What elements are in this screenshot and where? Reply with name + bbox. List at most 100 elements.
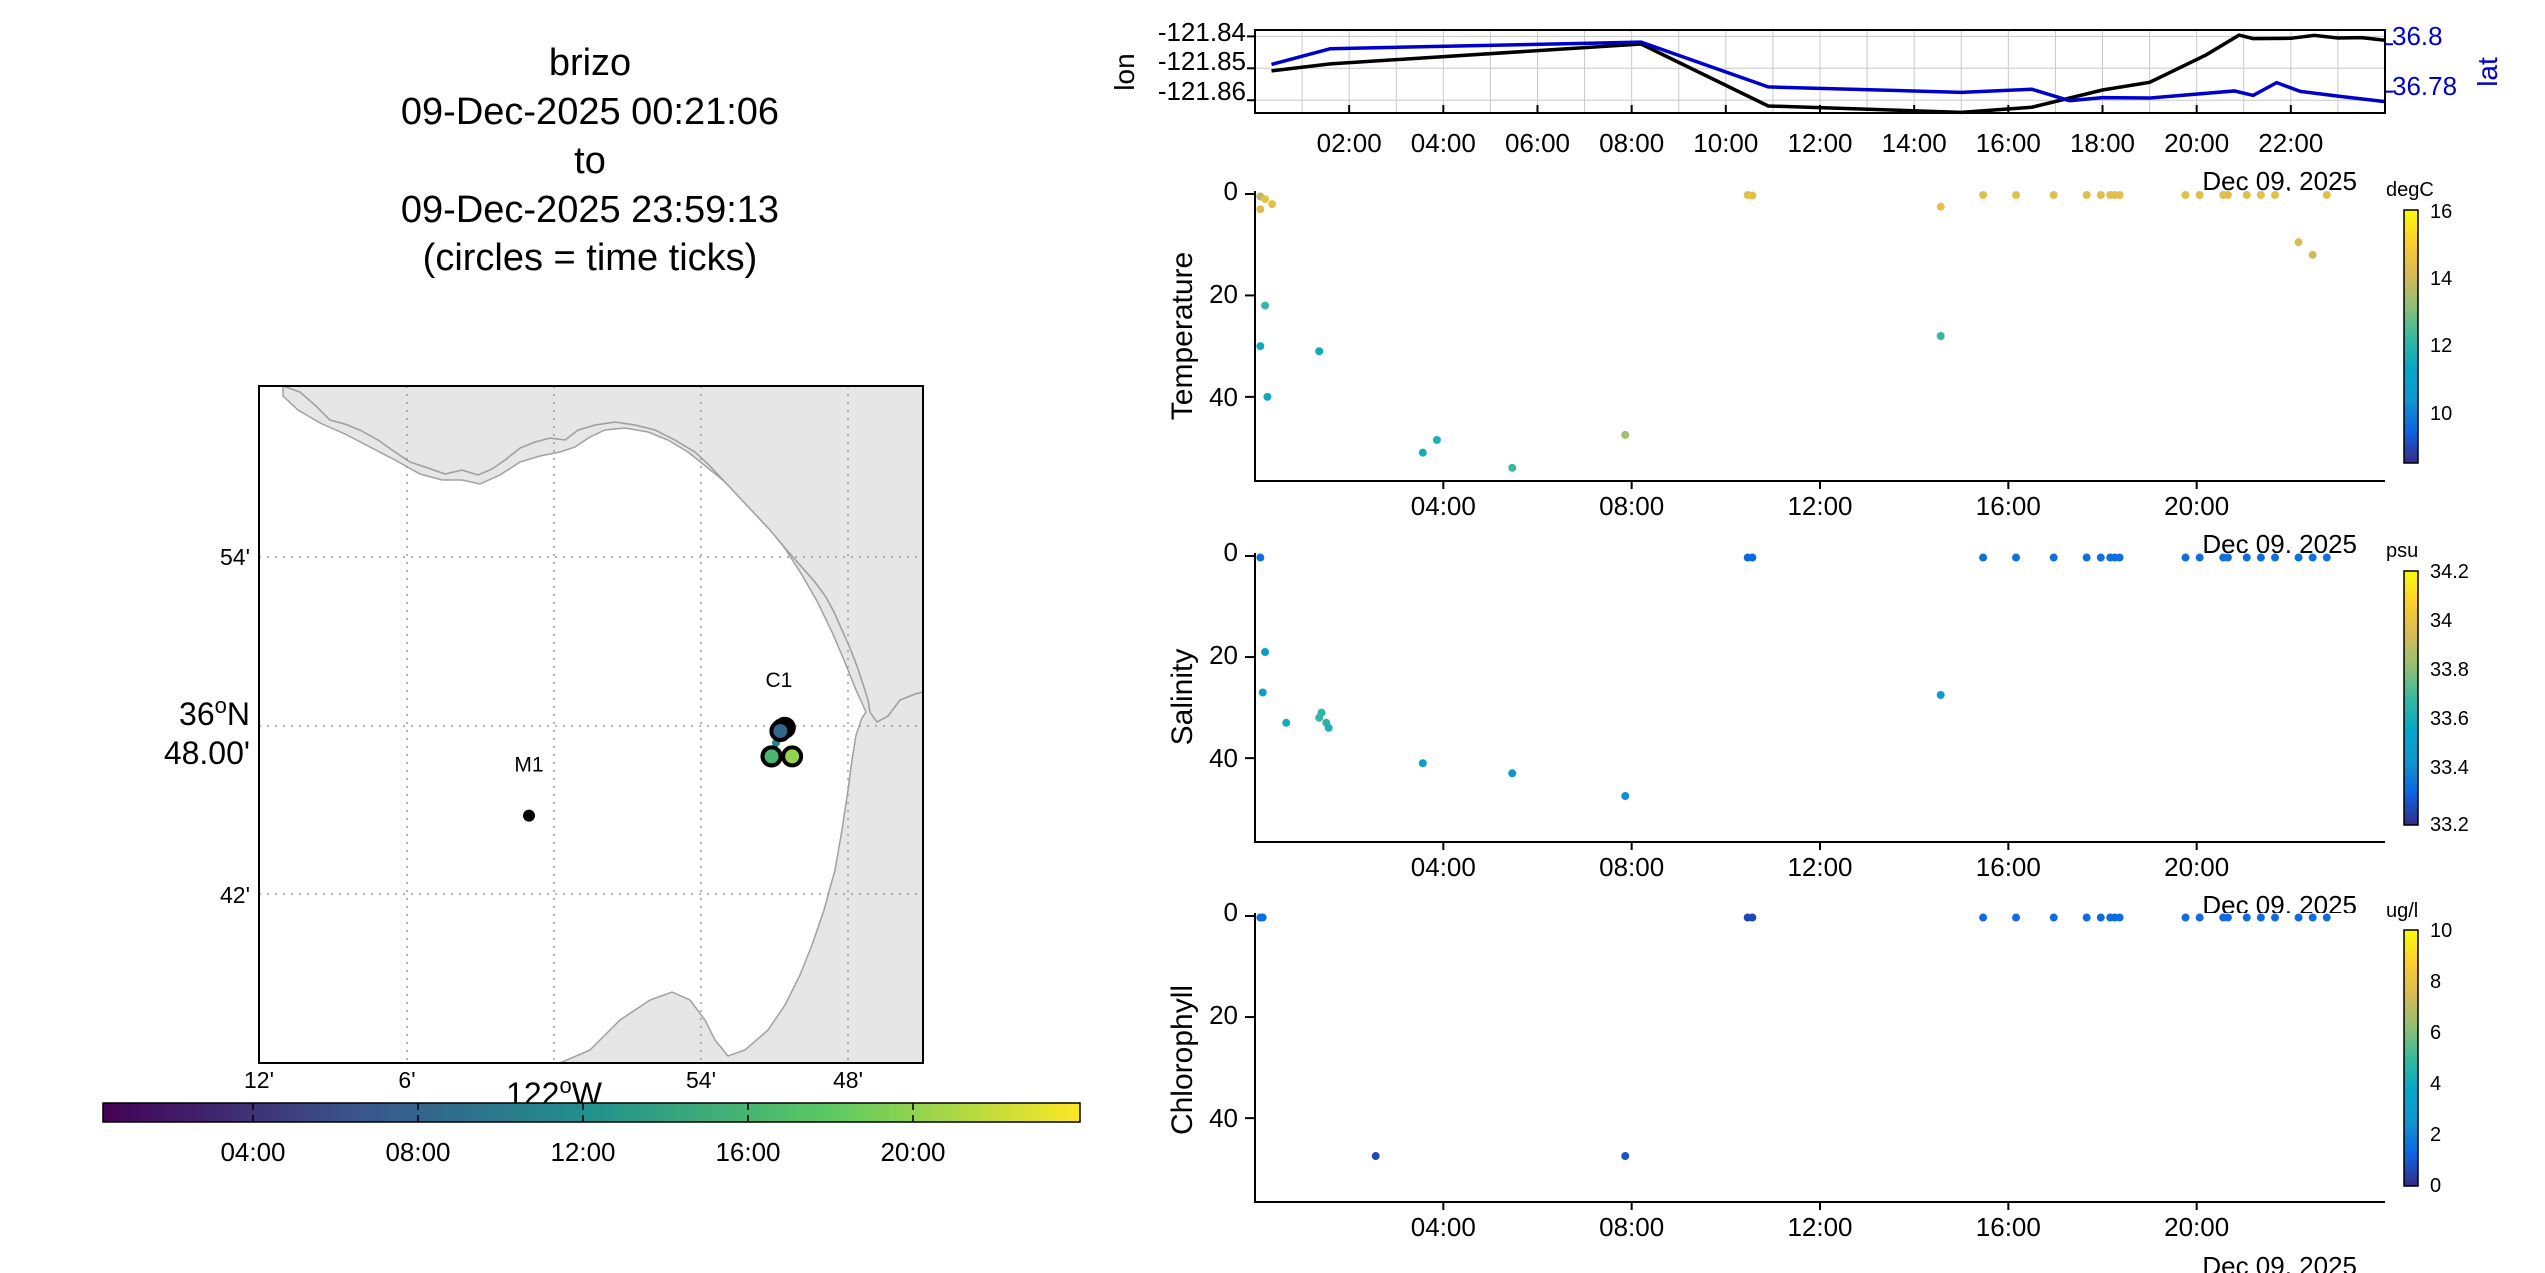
temperature-point	[1979, 191, 1988, 200]
salinity-panel[interactable]: 0 20 40 Salinity 04:00 08:00 12:00 16:00 20:…	[1166, 537, 2469, 920]
position-x-ticks: 02:00 04:00 06:00 08:00 10:00 12:00 14:00 16:00…	[1317, 105, 2323, 158]
temperature-ytick-0: 0	[1224, 176, 1238, 206]
temperature-xtick-label: 20:00	[2164, 491, 2229, 521]
temperature-point	[2242, 191, 2251, 200]
salinity-plot-area	[1255, 553, 2385, 842]
position-xtick-label: 02:00	[1317, 128, 1382, 158]
position-xtick-label: 04:00	[1411, 128, 1476, 158]
chlorophyll-point	[2322, 913, 2331, 922]
time-tick-circle	[760, 745, 783, 768]
title-line-end: 09-Dec-2025 23:59:13	[401, 189, 779, 231]
time-tick-circle	[781, 745, 804, 768]
chlorophyll-point	[1621, 1152, 1630, 1161]
temperature-point	[2294, 238, 2303, 247]
figure-title: brizo 09-Dec-2025 00:21:06 to 09-Dec-202…	[401, 42, 779, 279]
temperature-panel[interactable]: 0 20 40 Temperature 04:00 08:00 12:00 16:00…	[1166, 176, 2452, 559]
time-tick-0400: 04:00	[220, 1137, 285, 1167]
chlorophyll-ytick-0: 0	[1224, 897, 1238, 927]
map-panel[interactable]: 54' 42' 36oN 48.00' 12' 6' 54' 48' 122oW…	[164, 385, 924, 1112]
position-xtick-label: 08:00	[1599, 128, 1664, 158]
salinity-point	[2256, 553, 2265, 562]
time-tick-1200: 12:00	[550, 1137, 615, 1167]
temperature-point	[2115, 191, 2124, 200]
lat-ticks: 36.8 36.78	[2392, 21, 2457, 101]
temperature-point	[2096, 191, 2105, 200]
lon-tick-6: 6'	[398, 1067, 415, 1093]
lon-axis-label: lon	[1109, 53, 1140, 90]
salinity-point	[2308, 553, 2317, 562]
salinity-point	[1261, 648, 1270, 657]
temperature-point	[1621, 430, 1630, 439]
temperature-point	[2223, 191, 2232, 200]
chlorophyll-marks	[1245, 913, 2331, 1161]
position-xtick-label: 20:00	[2164, 128, 2229, 158]
chlorophyll-point	[2012, 913, 2021, 922]
salinity-unit: psu	[2386, 540, 2418, 562]
temperature-y-ticks: 0 20 40	[1209, 176, 1238, 412]
salinity-xtick-label: 16:00	[1976, 852, 2041, 882]
temperature-point	[1936, 202, 1945, 211]
chlorophyll-ctick-10: 10	[2430, 920, 2452, 942]
station-marker	[523, 809, 536, 822]
chlorophyll-point	[2271, 913, 2279, 922]
chlorophyll-ytick-40: 40	[1209, 1103, 1238, 1133]
temperature-point	[1261, 301, 1270, 310]
lon-tick-12: 12'	[244, 1067, 274, 1093]
salinity-point	[1979, 553, 1988, 562]
temperature-unit: degC	[2386, 179, 2434, 201]
chlorophyll-ytick-20: 20	[1209, 1000, 1238, 1030]
chlorophyll-colorbar: ug/l 10 8 6 4 2 0	[2386, 900, 2452, 1197]
temperature-point	[2256, 191, 2265, 200]
temperature-ctick-12: 12	[2430, 335, 2452, 357]
temperature-ctick-10: 10	[2430, 403, 2452, 425]
chlorophyll-point	[2256, 913, 2265, 922]
chlorophyll-axis-label: Chlorophyll	[1166, 985, 1199, 1135]
salinity-ctick-340: 34	[2430, 610, 2452, 632]
temperature-point	[2322, 191, 2331, 200]
lat-tick-1: 36.8	[2392, 21, 2443, 51]
temperature-point	[1261, 195, 1270, 204]
salinity-point	[1936, 690, 1945, 699]
temperature-point	[1748, 191, 1757, 200]
salinity-point	[2294, 553, 2303, 562]
time-colorbar-gradient	[102, 1102, 1081, 1123]
position-xtick-label: 12:00	[1787, 128, 1852, 158]
map-marks: M1 C1	[514, 669, 804, 822]
position-xtick-label: 18:00	[2070, 128, 2135, 158]
temperature-ytick-20: 20	[1209, 279, 1238, 309]
salinity-point	[1256, 553, 1265, 562]
chlorophyll-panel[interactable]: 0 20 40 Chlorophyll 04:00 08:00 12:00 16:00…	[1166, 897, 2452, 1273]
salinity-point	[2096, 553, 2105, 562]
temperature-ytick-40: 40	[1209, 382, 1238, 412]
chlorophyll-x-ticks: 04:00 08:00 12:00 16:00 20:00	[1411, 1202, 2229, 1242]
chlorophyll-colorbar-ticks: 10 8 6 4 2 0	[2430, 920, 2452, 1197]
time-tick-0800: 08:00	[385, 1137, 450, 1167]
salinity-ctick-336: 33.6	[2430, 708, 2469, 730]
chlorophyll-point	[2115, 913, 2124, 922]
time-colorbar-labels: 04:00 08:00 12:00 16:00 20:00	[220, 1137, 945, 1167]
temperature-point	[1268, 200, 1277, 209]
chlorophyll-point	[1371, 1152, 1380, 1161]
chlorophyll-date-label: Dec 09, 2025	[2202, 1251, 2357, 1273]
lon-series-line	[1271, 33, 2386, 115]
time-tick-2000: 20:00	[880, 1137, 945, 1167]
map-graticule	[259, 386, 923, 1063]
title-line-start: 09-Dec-2025 00:21:06	[401, 91, 779, 133]
salinity-ytick-0: 0	[1224, 537, 1238, 567]
chlorophyll-ctick-0: 0	[2430, 1175, 2441, 1197]
lon-tick-1: -121.84	[1158, 17, 1246, 47]
position-xtick-label: 10:00	[1693, 128, 1758, 158]
temperature-colorbar-ticks: 16 14 12 10	[2430, 201, 2452, 425]
lon-tick-54: 54'	[686, 1067, 716, 1093]
lat-tick-2: 36.78	[2392, 71, 2457, 101]
position-panel[interactable]: -121.84 -121.85 -121.86 36.8 36.78 lon l…	[1109, 17, 2503, 196]
chlorophyll-ctick-6: 6	[2430, 1022, 2441, 1044]
salinity-point	[1317, 708, 1326, 717]
chlorophyll-ctick-8: 8	[2430, 971, 2441, 993]
temperature-ctick-16: 16	[2430, 201, 2452, 223]
station-label: M1	[514, 754, 543, 777]
temperature-marks	[1245, 191, 2331, 472]
chlorophyll-plot-area	[1255, 913, 2385, 1202]
salinity-point	[2322, 553, 2331, 562]
temperature-point	[1432, 435, 1441, 444]
